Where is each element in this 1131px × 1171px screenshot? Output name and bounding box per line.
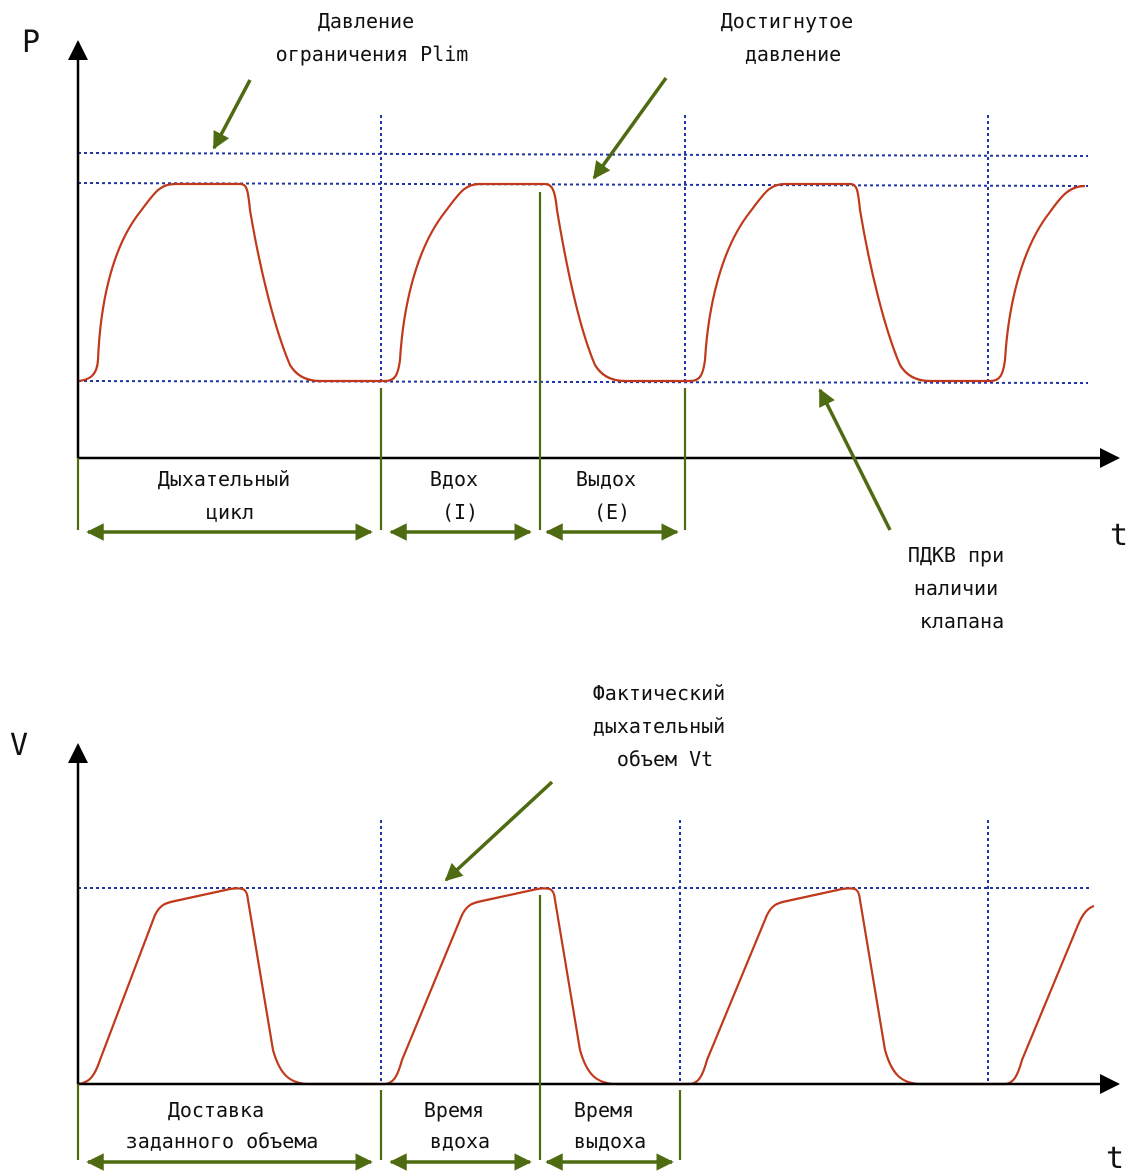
reached-pressure-label: Достигнутое давление [721, 9, 866, 66]
pressure-chart: P t Давление ограничения Plim Достигнут [22, 9, 1128, 633]
cycle-label: Дыхательный цикл [158, 467, 303, 524]
peep-pointer-arrow [818, 388, 892, 531]
exhale-label: Выдох (E) [576, 467, 648, 524]
volume-curve [77, 887, 1095, 1086]
exhale-time-label: Время выдоха [574, 1098, 646, 1153]
vt-label: Фактический дыхательный объем Vt [593, 681, 738, 771]
time-axis-label: t [1110, 518, 1128, 553]
volume-chart: V t Фактический дыхательный объем Vt Дос… [10, 681, 1124, 1171]
peep-level-line [77, 380, 1089, 384]
plim-level-line [77, 152, 1089, 157]
reached-pressure-line [77, 182, 1089, 187]
reached-pointer-arrow [592, 76, 668, 180]
plim-label: Давление ограничения Plim [276, 9, 469, 66]
pressure-curve [77, 182, 1086, 383]
volume-axis-label: V [10, 728, 28, 763]
inhale-time-label: Время вдоха [424, 1098, 496, 1153]
delivery-label: Доставка заданного объема [126, 1098, 319, 1153]
peep-label: ПДКВ при наличии клапана [908, 543, 1016, 633]
time-axis-label: t [1106, 1141, 1124, 1171]
plim-pointer-arrow [212, 79, 252, 150]
pressure-axis-label: P [22, 25, 40, 60]
inhale-label: Вдох (I) [430, 467, 490, 524]
vt-pointer-arrow [444, 780, 554, 882]
